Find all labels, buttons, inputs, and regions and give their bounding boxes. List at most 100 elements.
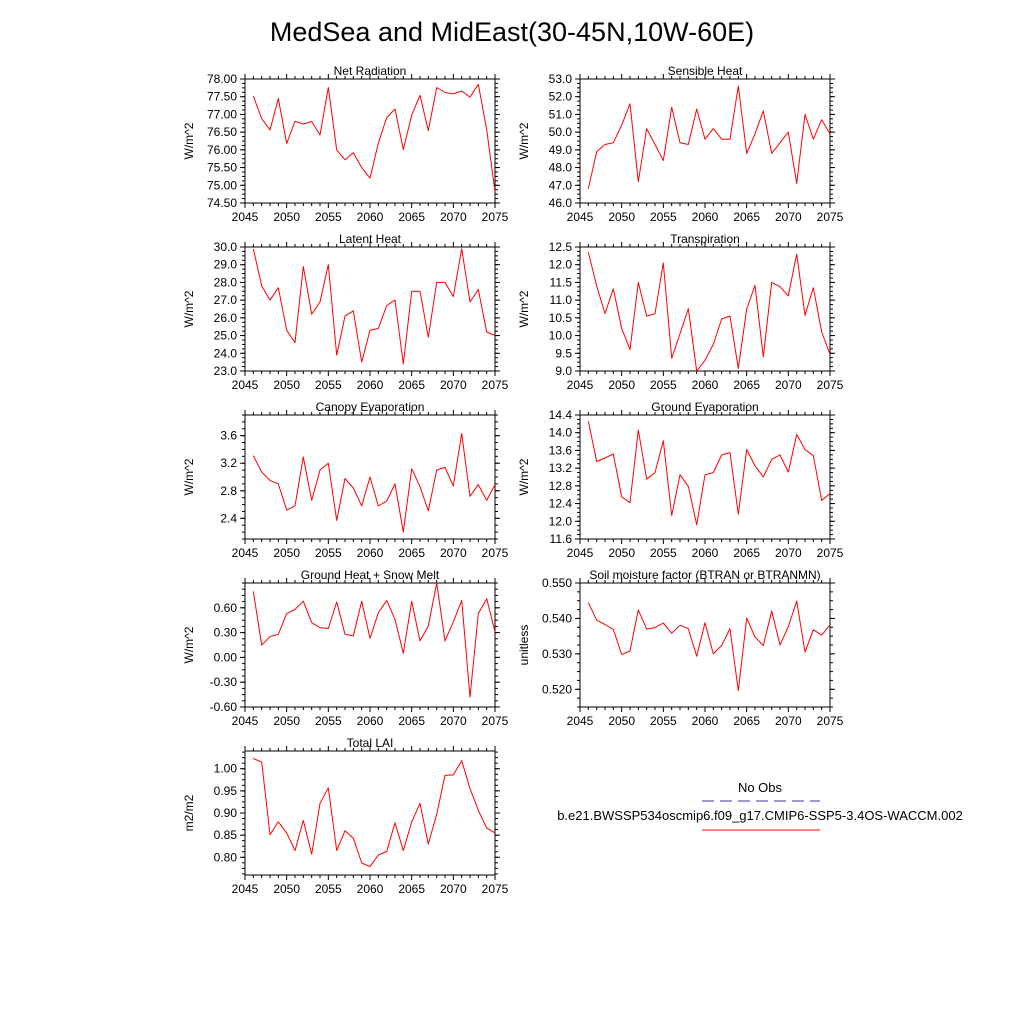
y-axis-label: W/m^2 (182, 122, 196, 159)
x-tick-label: 2065 (398, 882, 425, 896)
y-tick-label: 76.50 (207, 125, 237, 139)
y-tick-label: 0.530 (542, 647, 572, 661)
x-tick-label: 2055 (650, 210, 677, 224)
panel-net-radiation: Net Radiation W/m^2 2045 2050 2055 2060 2065 20… (182, 64, 509, 224)
series-line (252, 582, 496, 698)
panel-ground-evaporation: Ground Evaporation W/m^2 2045 2050 2055 2060 2… (517, 400, 844, 560)
x-tick-label: 2050 (608, 378, 635, 392)
panel-total-lai: Total LAI m2/m2 2045 2050 2055 2060 2065 2070 20… (182, 736, 509, 896)
y-tick-label: 2.8 (220, 484, 237, 498)
y-axis-label: W/m^2 (182, 626, 196, 663)
x-tick-label: 2055 (315, 210, 342, 224)
x-tick-label: 2070 (775, 378, 802, 392)
x-tick-label: 2065 (733, 714, 760, 728)
legend: No Obs b.e21.BWSSP534oscmip6.f09_g17.CMI… (557, 780, 963, 831)
y-tick-label: 0.00 (214, 650, 238, 664)
x-tick-label: 2045 (232, 546, 259, 560)
panel-title: Transpiration (670, 232, 740, 246)
x-tick-label: 2070 (775, 546, 802, 560)
x-tick-label: 2050 (273, 210, 300, 224)
y-tick-label: 10.5 (549, 311, 573, 325)
x-tick-label: 2070 (440, 378, 467, 392)
legend-obs-label: No Obs (738, 780, 783, 795)
x-tick-label: 2065 (398, 378, 425, 392)
panel-canopy-evaporation: Canopy Evaporation W/m^2 2045 2050 2055 2060 2… (182, 400, 509, 560)
series-line (253, 758, 496, 868)
x-tick-label: 2060 (357, 378, 384, 392)
y-tick-label: 46.0 (549, 196, 573, 210)
y-tick-label: 12.8 (549, 479, 573, 493)
y-axis-label: W/m^2 (182, 458, 196, 495)
y-tick-label: 30.0 (214, 240, 238, 254)
x-tick-label: 2055 (315, 882, 342, 896)
legend-model-label: b.e21.BWSSP534oscmip6.f09_g17.CMIP6-SSP5… (557, 808, 963, 823)
x-tick-label: 2075 (817, 210, 844, 224)
series-line (587, 600, 831, 692)
x-tick-label: 2060 (692, 714, 719, 728)
x-tick-label: 2070 (440, 546, 467, 560)
y-tick-label: 0.550 (542, 576, 572, 590)
y-tick-label: 9.0 (555, 364, 572, 378)
y-axis-label: unitless (517, 625, 531, 666)
x-tick-label: 2075 (482, 210, 509, 224)
x-tick-label: 2075 (482, 882, 509, 896)
y-tick-label: 28.0 (214, 275, 238, 289)
y-tick-label: 25.0 (214, 329, 238, 343)
x-tick-label: 2055 (315, 378, 342, 392)
x-tick-label: 2055 (650, 378, 677, 392)
y-tick-label: 10.0 (549, 329, 573, 343)
x-tick-label: 2070 (440, 714, 467, 728)
y-tick-label: 0.80 (214, 850, 238, 864)
panel-title: Soil moisture factor (BTRAN or BTRANMN) (589, 568, 820, 582)
y-tick-label: 3.6 (220, 429, 237, 443)
series-line (252, 248, 496, 365)
x-tick-label: 2045 (232, 210, 259, 224)
y-tick-label: 75.50 (207, 161, 237, 175)
x-tick-label: 2050 (608, 210, 635, 224)
series-line (252, 433, 496, 533)
y-tick-label: 53.0 (549, 72, 573, 86)
panel-ground-heat-snow-melt: Ground Heat + Snow Melt W/m^2 2045 2050 2055… (182, 568, 509, 728)
x-tick-label: 2060 (692, 210, 719, 224)
y-tick-label: 27.0 (214, 293, 238, 307)
x-tick-label: 2060 (692, 378, 719, 392)
panel-title: Total LAI (347, 736, 394, 750)
x-tick-label: 2070 (775, 210, 802, 224)
y-tick-label: -0.30 (210, 675, 238, 689)
y-tick-label: 29.0 (214, 258, 238, 272)
series-line (587, 252, 831, 372)
y-tick-label: 14.4 (549, 408, 573, 422)
x-tick-label: 2045 (567, 546, 594, 560)
y-tick-label: -0.60 (210, 700, 238, 714)
y-tick-label: 14.0 (549, 426, 573, 440)
panel-title: Canopy Evaporation (316, 400, 425, 414)
y-tick-label: 52.0 (549, 90, 573, 104)
y-axis-label: W/m^2 (182, 290, 196, 327)
x-tick-label: 2065 (398, 546, 425, 560)
panel-title: Net Radiation (334, 64, 407, 78)
x-tick-label: 2045 (232, 378, 259, 392)
x-tick-label: 2045 (567, 714, 594, 728)
x-tick-label: 2065 (733, 210, 760, 224)
x-tick-label: 2055 (315, 714, 342, 728)
x-tick-label: 2050 (273, 378, 300, 392)
y-tick-label: 12.5 (549, 240, 573, 254)
x-tick-label: 2045 (567, 210, 594, 224)
y-tick-label: 0.540 (542, 611, 572, 625)
y-tick-label: 12.0 (549, 258, 573, 272)
x-tick-label: 2075 (482, 714, 509, 728)
x-tick-label: 2075 (817, 714, 844, 728)
y-tick-label: 11.5 (550, 275, 573, 289)
y-tick-label: 1.00 (214, 762, 238, 776)
x-tick-label: 2055 (650, 714, 677, 728)
x-tick-label: 2045 (567, 378, 594, 392)
y-tick-label: 11.0 (550, 293, 573, 307)
y-tick-label: 0.90 (214, 806, 238, 820)
y-tick-label: 77.00 (207, 107, 237, 121)
plot-frame (244, 582, 496, 708)
y-tick-label: 47.0 (549, 178, 573, 192)
y-tick-label: 12.4 (549, 497, 573, 511)
y-tick-label: 9.5 (555, 346, 572, 360)
y-tick-label: 3.2 (220, 456, 237, 470)
y-tick-label: 0.85 (214, 828, 238, 842)
